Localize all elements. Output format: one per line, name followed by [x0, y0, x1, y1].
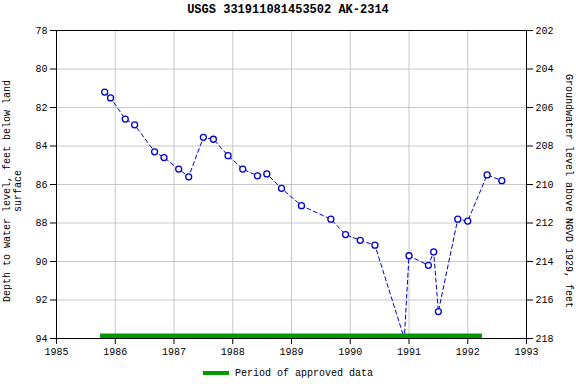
svg-text:206: 206 — [536, 103, 554, 114]
svg-text:218: 218 — [536, 334, 554, 345]
svg-text:204: 204 — [536, 64, 554, 75]
svg-text:216: 216 — [536, 295, 554, 306]
svg-text:1993: 1993 — [514, 347, 538, 358]
svg-text:78: 78 — [35, 26, 47, 37]
html-text:Groundwater level above NGVD 1: Groundwater level above NGVD 1929, feet — [562, 74, 574, 308]
svg-text:1991: 1991 — [397, 347, 421, 358]
svg-text:214: 214 — [536, 257, 554, 268]
svg-text:82: 82 — [35, 103, 47, 114]
html-text:Period of approved data: Period of approved data — [235, 367, 373, 379]
svg-text:1986: 1986 — [103, 347, 127, 358]
html-text:Depth to water level, feet bel: Depth to water level, feet below land su… — [2, 80, 24, 302]
svg-text:208: 208 — [536, 141, 554, 152]
svg-text:90: 90 — [35, 257, 47, 268]
svg-text:1990: 1990 — [338, 347, 362, 358]
svg-text:1989: 1989 — [279, 347, 303, 358]
svg-text:1992: 1992 — [456, 347, 480, 358]
svg-text:1987: 1987 — [162, 347, 186, 358]
svg-text:210: 210 — [536, 180, 554, 191]
html-text:USGS 331911081453502 AK-2314: USGS 331911081453502 AK-2314 — [187, 3, 389, 17]
svg-text:88: 88 — [35, 218, 47, 229]
svg-text:1988: 1988 — [221, 347, 245, 358]
svg-text:202: 202 — [536, 26, 554, 37]
svg-text:1985: 1985 — [44, 347, 68, 358]
svg-text:86: 86 — [35, 180, 47, 191]
svg-text:80: 80 — [35, 64, 47, 75]
svg-text:94: 94 — [35, 334, 47, 345]
svg-text:92: 92 — [35, 295, 47, 306]
svg-text:212: 212 — [536, 218, 554, 229]
svg-text:84: 84 — [35, 141, 47, 152]
